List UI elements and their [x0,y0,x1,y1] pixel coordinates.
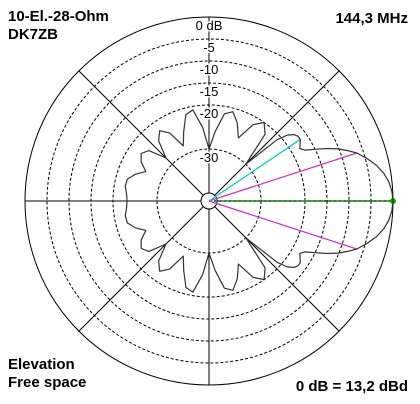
grid-spoke-end [338,70,340,72]
grid-spoke [214,70,340,196]
grid-spoke-end [78,70,80,72]
ring-label: -5 [203,40,215,55]
half-power-line [208,200,357,250]
grid-spoke-end [208,384,210,386]
radiation-pattern [124,109,394,293]
ring-labels: 0 dB -5 -10 -15 -20 -30 [194,17,224,167]
grid-spoke-end [338,330,340,332]
grid-spoke-end [24,200,26,202]
plane-label: Elevation [8,356,75,373]
grid-spoke [78,70,204,196]
chart-subtitle: DK7ZB [8,26,59,43]
environment-label: Free space [8,374,87,391]
ring-label: -30 [200,150,219,165]
grid-spoke-end [208,16,210,18]
frequency-label: 144,3 MHz [335,10,408,27]
grid-spoke [214,206,340,332]
chart-title: 10-El.-28-Ohm [8,8,109,25]
pattern-trace [124,109,394,293]
plane-info: Elevation Free space [8,356,86,392]
grid-spoke-end [78,330,80,332]
half-power-line [208,152,357,202]
ring-label: -20 [200,106,219,121]
grid-spoke [78,206,204,332]
reference-label: 0 dB = 13,2 dBd [295,378,408,395]
ring-label: -10 [200,62,219,77]
ring-label: -15 [200,84,219,99]
chart-title-block: 10-El.-28-Ohm DK7ZB [8,8,109,44]
side-lobe-line [208,138,301,202]
ring-label: 0 dB [196,18,223,33]
